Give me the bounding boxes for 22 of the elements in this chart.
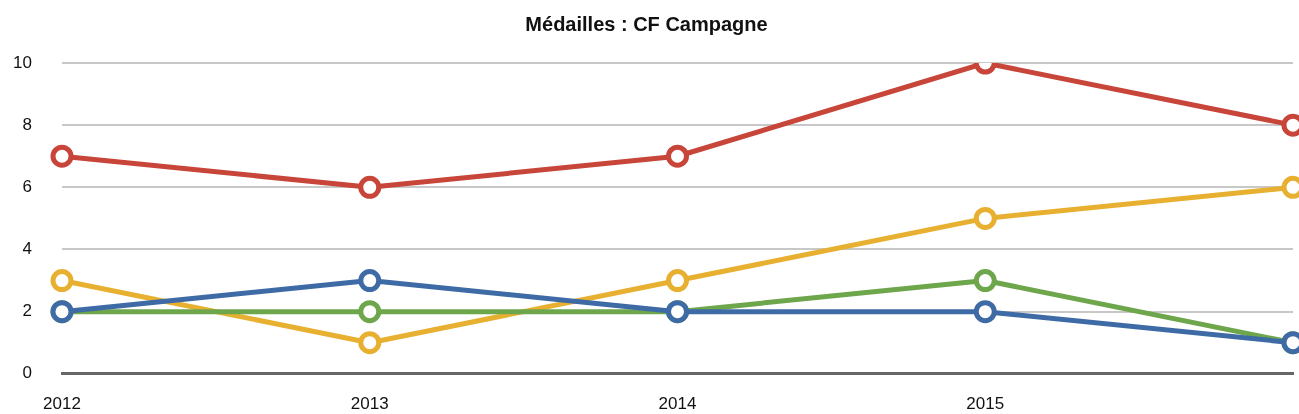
x-tick-label: 2012 (43, 393, 81, 413)
point (358, 331, 382, 355)
point (973, 300, 997, 324)
point (973, 206, 997, 230)
y-tick-label: 0 (22, 363, 32, 383)
x-tick-label: 2015 (966, 393, 1005, 413)
y-tick-label: 8 (22, 114, 32, 134)
y-tick-label: 4 (22, 239, 32, 259)
chart-title: Médailles : CF Campagne (525, 12, 768, 35)
point (358, 269, 382, 293)
point (358, 300, 382, 324)
point (666, 144, 689, 168)
y-tick-label: 2 (22, 301, 32, 321)
point (666, 269, 689, 293)
y-tick-label: 6 (22, 177, 32, 197)
point (358, 175, 382, 199)
point (973, 269, 997, 293)
x-tick-label: 2013 (350, 393, 389, 413)
x-tick-label: 2014 (658, 393, 697, 413)
point (50, 144, 74, 168)
y-tick-label: 10 (13, 52, 32, 72)
point (50, 269, 74, 293)
